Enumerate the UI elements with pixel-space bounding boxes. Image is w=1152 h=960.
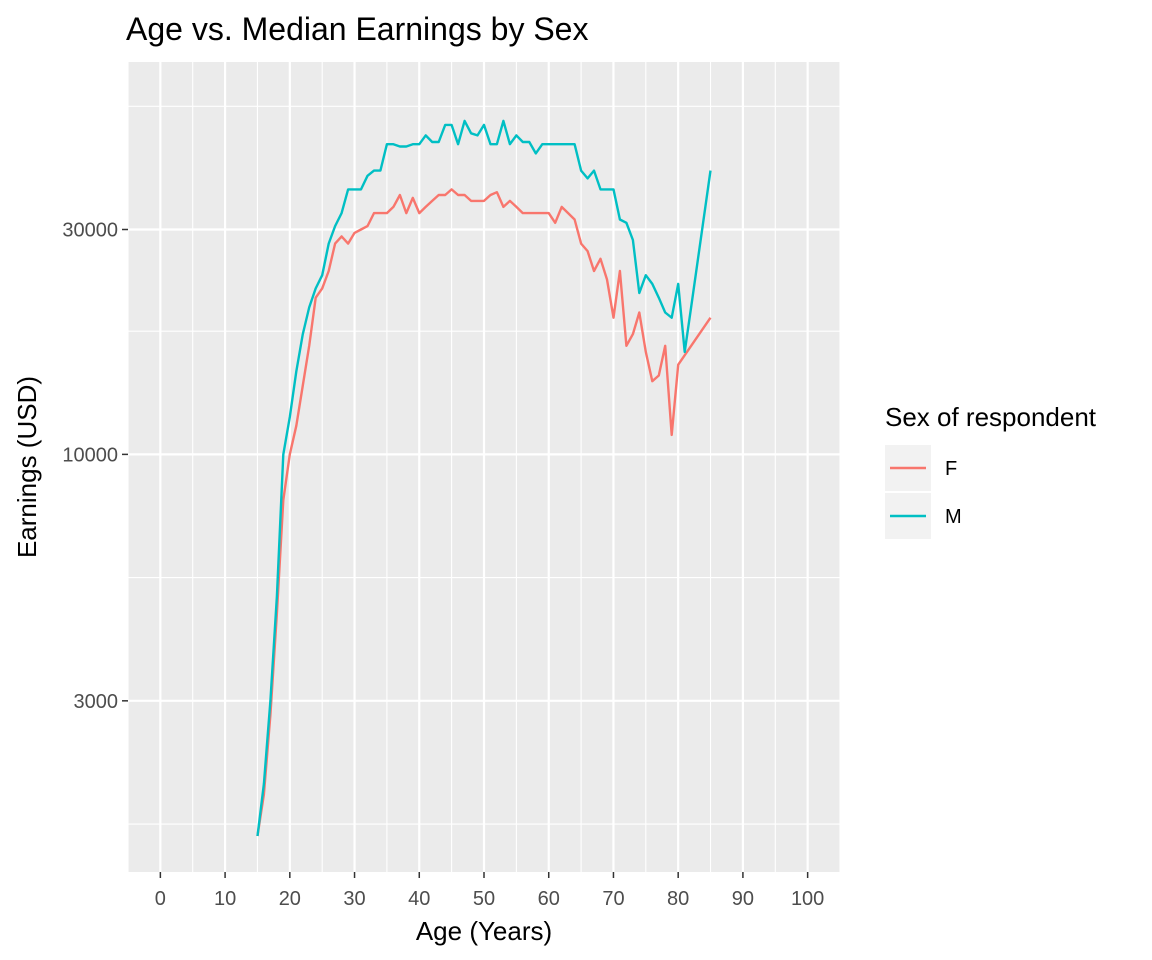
legend-title: Sex of respondent: [885, 402, 1097, 432]
series-line-m: [256, 119, 712, 837]
x-tick-label: 60: [538, 888, 560, 910]
legend-label-m: M: [945, 506, 962, 528]
x-tick-label: 70: [602, 888, 624, 910]
x-tick-label: 50: [473, 888, 495, 910]
y-axis: 3000 10000 30000: [62, 220, 128, 713]
y-tick-label: 3000: [74, 691, 119, 713]
x-axis-title: Age (Years): [416, 916, 552, 946]
x-tick-label: 0: [155, 888, 166, 910]
x-tick-label: 10: [214, 888, 236, 910]
y-tick-label: 10000: [62, 444, 118, 466]
y-axis-title: Earnings (USD): [12, 376, 42, 558]
x-tick-label: 100: [791, 888, 824, 910]
series-lines: [256, 119, 712, 837]
chart-title: Age vs. Median Earnings by Sex: [126, 11, 588, 47]
x-tick-label: 90: [732, 888, 754, 910]
legend: Sex of respondent F M: [885, 402, 1097, 539]
major-gridlines: [128, 62, 840, 872]
x-tick-label: 80: [667, 888, 689, 910]
series-line-f: [256, 188, 712, 837]
x-axis: 0 10 20 30 40 50 60 70 80 90 100: [155, 872, 824, 910]
legend-label-f: F: [945, 458, 957, 480]
x-tick-label: 40: [408, 888, 430, 910]
y-tick-label: 30000: [62, 220, 118, 242]
x-tick-label: 30: [343, 888, 365, 910]
x-tick-label: 20: [279, 888, 301, 910]
